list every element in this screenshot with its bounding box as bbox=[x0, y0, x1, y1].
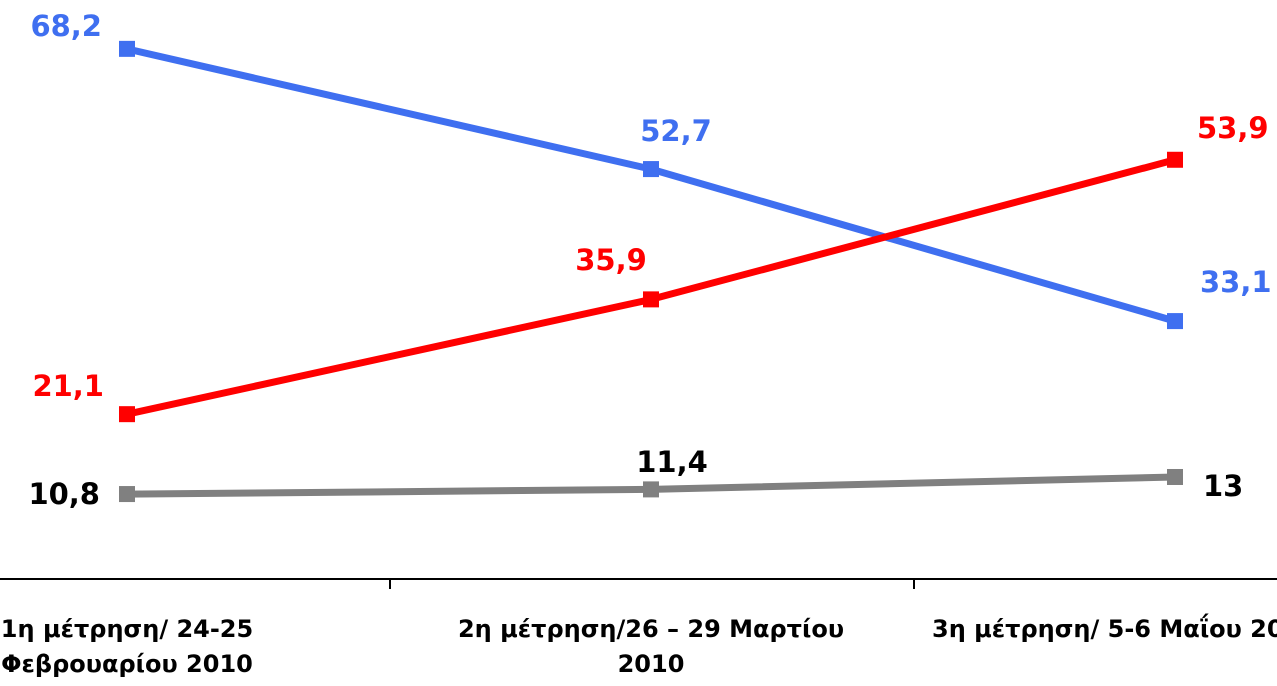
data-labels: 68,2 52,7 33,1 21,1 35,9 53,9 10,8 11,4 13 bbox=[28, 9, 1271, 511]
series-gray-marker-1 bbox=[119, 486, 135, 503]
series-red-marker-1 bbox=[119, 406, 135, 423]
series-blue-line bbox=[126, 45, 1176, 325]
series-gray-marker-3 bbox=[1167, 468, 1183, 485]
series-gray-data-label-2: 11,4 bbox=[636, 445, 708, 479]
x-tick-label-1-line-2: Φεβρουαρίου 2010 bbox=[1, 650, 253, 678]
series-red bbox=[119, 151, 1183, 423]
series-gray bbox=[119, 468, 1183, 503]
series-blue-data-label-3: 33,1 bbox=[1200, 265, 1272, 299]
series-gray-data-label-3: 13 bbox=[1203, 469, 1243, 503]
series-gray-data-label-1: 10,8 bbox=[28, 477, 100, 511]
series-red-marker-2 bbox=[643, 291, 659, 308]
x-tick-label-1-line-1: 1η μέτρηση/ 24-25 bbox=[1, 615, 253, 643]
series-layer bbox=[119, 40, 1183, 503]
series-red-data-label-2: 35,9 bbox=[575, 243, 647, 277]
x-tick-label-3-line-1: 3η μέτρηση/ 5-6 Μαΐου 2010 bbox=[932, 612, 1277, 643]
series-red-line bbox=[126, 156, 1176, 418]
series-gray-marker-2 bbox=[643, 481, 659, 498]
series-red-marker-3 bbox=[1167, 151, 1183, 168]
series-blue-marker-2 bbox=[643, 161, 659, 178]
x-tick-label-2-line-2: 2010 bbox=[618, 650, 685, 678]
series-blue-marker-3 bbox=[1167, 313, 1183, 330]
series-blue-data-label-2: 52,7 bbox=[640, 114, 712, 148]
series-blue-data-label-1: 68,2 bbox=[30, 9, 102, 43]
x-axis bbox=[0, 578, 1277, 589]
x-tick-labels: 1η μέτρηση/ 24-25 Φεβρουαρίου 2010 2η μέτρ… bbox=[1, 612, 1277, 678]
series-red-data-label-3: 53,9 bbox=[1197, 111, 1269, 145]
series-blue-marker-1 bbox=[119, 40, 135, 57]
series-blue bbox=[119, 40, 1183, 330]
series-red-data-label-1: 21,1 bbox=[32, 369, 104, 403]
x-tick-label-2-line-1: 2η μέτρηση/26 – 29 Μαρτίου bbox=[458, 615, 844, 643]
